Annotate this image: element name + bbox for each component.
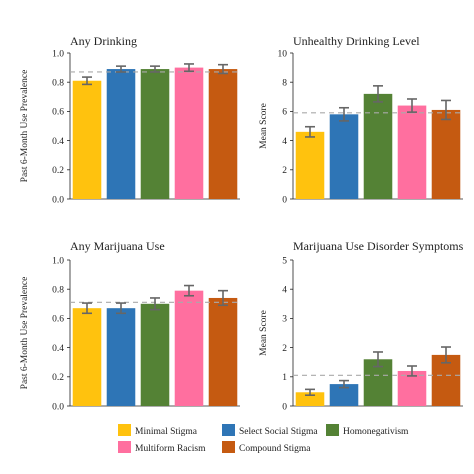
error-bar: [218, 289, 228, 307]
y-axis-label: Past 6-Month Use Prevalence: [20, 277, 30, 390]
error-bar: [305, 388, 315, 396]
chart-panel-2: Unhealthy Drinking Level Mean Score 0 2 4 6 8 1…: [259, 34, 463, 205]
y-tick-label: 0.2: [52, 373, 64, 383]
bar-select-social-stigma: [106, 69, 136, 199]
legend-label: Homonegativism: [343, 427, 409, 437]
error-bar: [150, 297, 160, 311]
error-bar: [116, 65, 126, 73]
y-tick-label: 1: [282, 373, 287, 383]
legend-swatch: [118, 441, 131, 453]
legend-label: Minimal Stigma: [135, 427, 198, 437]
bar-multiform-racism: [174, 67, 204, 199]
y-axis-label: Past 6-Month Use Prevalence: [20, 70, 30, 183]
legend-swatch: [222, 424, 235, 436]
error-bar: [407, 98, 417, 113]
error-bar: [184, 63, 194, 73]
y-tick-label: 0.0: [52, 402, 64, 412]
y-tick-label: 1.0: [52, 256, 64, 266]
y-tick-label: 0.6: [52, 315, 64, 325]
error-bar: [184, 284, 194, 297]
legend-item: Multiform Racism: [118, 441, 206, 454]
y-tick-label: 6: [282, 108, 287, 118]
y-axis-label: Mean Score: [259, 310, 269, 356]
chart-panel-1: Any Drinking Past 6-Month Use Prevalence 0…: [20, 34, 240, 205]
error-bar: [407, 365, 417, 377]
error-bar: [441, 99, 451, 121]
panel-title: Unhealthy Drinking Level: [293, 34, 420, 48]
error-bar: [82, 76, 92, 86]
y-tick-label: 0.0: [52, 195, 64, 205]
bar-homonegativism: [140, 69, 170, 199]
chart-panel-3: Any Marijuana Use Past 6-Month Use Preval…: [20, 239, 240, 412]
legend-item: Select Social Stigma: [222, 424, 318, 437]
error-bar: [339, 379, 349, 389]
bar-multiform-racism: [397, 105, 427, 199]
y-tick-label: 0.8: [52, 79, 64, 89]
error-bar: [218, 63, 228, 75]
legend-swatch: [222, 441, 235, 453]
y-tick-label: 8: [282, 79, 287, 89]
y-tick-label: 4: [282, 286, 287, 296]
bar-multiform-racism: [397, 370, 427, 406]
y-tick-label: 0: [282, 402, 287, 412]
bar-minimal-stigma: [72, 80, 102, 199]
y-tick-label: 2: [282, 166, 287, 176]
y-tick-label: 0.4: [52, 344, 64, 354]
bar-select-social-stigma: [329, 384, 359, 406]
bar-select-social-stigma: [329, 114, 359, 199]
panel-title: Any Marijuana Use: [70, 239, 165, 253]
error-bar: [82, 302, 92, 315]
bar-select-social-stigma: [106, 308, 136, 406]
error-bar: [150, 65, 160, 73]
y-tick-label: 2: [282, 344, 287, 354]
error-bar: [373, 85, 383, 103]
y-tick-label: 3: [282, 315, 287, 325]
bar-homonegativism: [363, 93, 393, 199]
bar-minimal-stigma: [72, 308, 102, 406]
y-tick-label: 10: [278, 49, 288, 59]
y-tick-label: 0.2: [52, 166, 64, 176]
legend-item: Compound Stigma: [222, 441, 311, 454]
bar-compound-stigma: [431, 109, 461, 199]
legend-label: Multiform Racism: [135, 443, 206, 454]
y-tick-label: 5: [282, 256, 287, 266]
bar-compound-stigma: [208, 69, 238, 199]
panel-title: Marijuana Use Disorder Symptoms: [293, 239, 464, 253]
error-bar: [339, 106, 349, 122]
legend-label: Select Social Stigma: [239, 427, 318, 437]
error-bar: [305, 125, 315, 138]
legend-item: Minimal Stigma: [118, 424, 198, 437]
y-tick-label: 4: [282, 137, 287, 147]
legend-swatch: [326, 424, 339, 436]
y-tick-label: 0: [282, 195, 287, 205]
bar-minimal-stigma: [295, 131, 325, 199]
error-bar: [441, 346, 451, 364]
panel-title: Any Drinking: [70, 34, 137, 48]
legend-label: Compound Stigma: [239, 444, 311, 454]
y-tick-label: 0.6: [52, 108, 64, 118]
y-tick-label: 0.8: [52, 286, 64, 296]
legend-swatch: [118, 424, 131, 436]
bar-minimal-stigma: [295, 392, 325, 406]
y-axis-label: Mean Score: [259, 103, 269, 149]
bar-multiform-racism: [174, 290, 204, 406]
y-tick-label: 0.4: [52, 137, 64, 147]
error-bar: [373, 351, 383, 368]
bar-homonegativism: [140, 303, 170, 406]
y-tick-label: 1.0: [52, 49, 64, 59]
chart-panel-4: Marijuana Use Disorder Symptoms Mean Scor…: [259, 239, 464, 412]
error-bar: [116, 302, 126, 315]
legend-item: Homonegativism: [326, 424, 409, 437]
legend: Minimal Stigma Select Social Stigma Homone…: [118, 424, 409, 454]
bar-compound-stigma: [208, 297, 238, 406]
